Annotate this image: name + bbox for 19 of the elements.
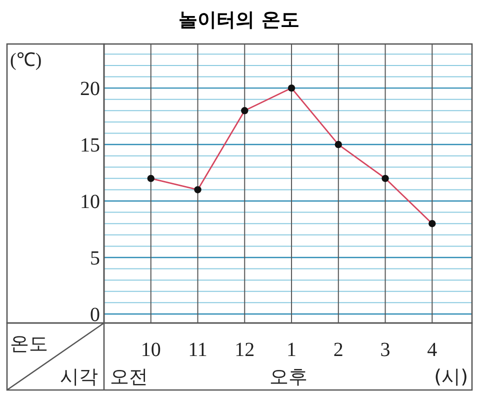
text: 오전: [110, 366, 148, 388]
x-tick-label: 4: [427, 339, 438, 361]
y-tick-label: 20: [80, 78, 100, 100]
text: (시): [434, 366, 468, 388]
text: 오후: [270, 366, 308, 388]
x-tick-label: 11: [188, 339, 208, 361]
y-tick-label: 0: [90, 304, 100, 326]
x-tick-label: 10: [140, 339, 161, 361]
y-tick-label: 5: [90, 247, 100, 270]
y-axis-title: (℃): [10, 50, 42, 71]
x-tick-label: 2: [333, 339, 344, 361]
chart-title: 놀이터의 온도: [178, 9, 300, 31]
x-tick-label: 12: [234, 339, 255, 361]
x-axis-title: 시각: [60, 366, 98, 388]
y-tick-label: 15: [80, 134, 100, 157]
x-tick-label: 1: [286, 339, 297, 361]
text: 온도: [10, 333, 48, 355]
y-tick-label: 10: [80, 191, 100, 214]
x-tick-label: 3: [380, 339, 390, 361]
